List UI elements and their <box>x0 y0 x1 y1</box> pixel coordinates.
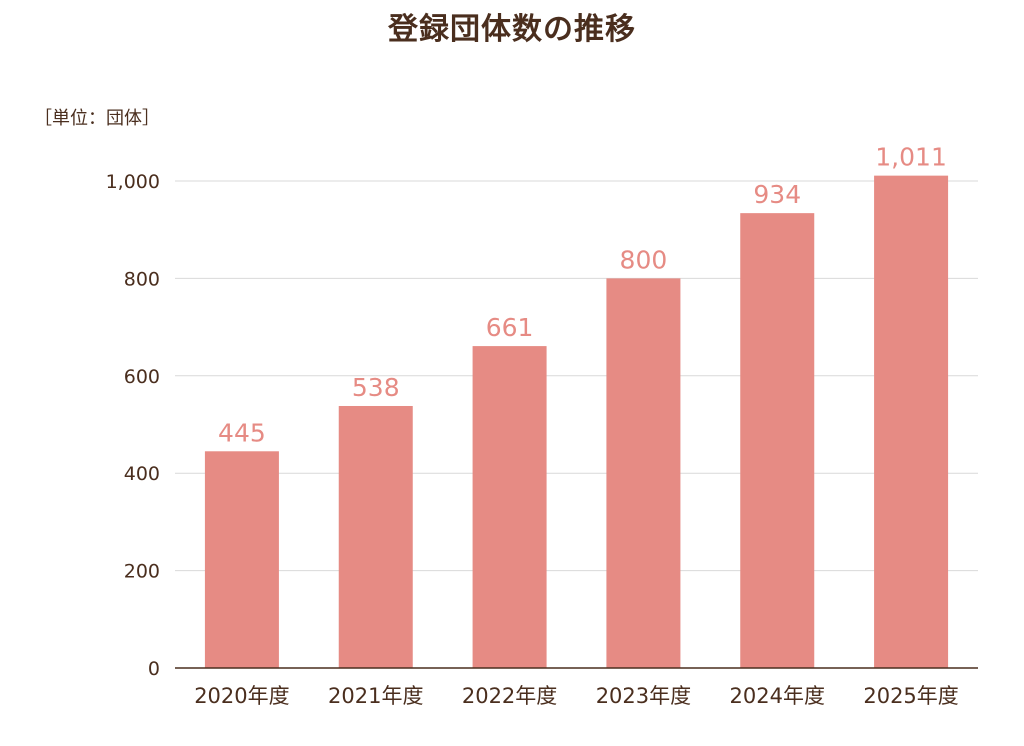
y-tick-label: 1,000 <box>106 171 160 193</box>
chart-title: 登録団体数の推移 <box>388 12 636 47</box>
unit-label: ［単位：団体］ <box>34 108 160 129</box>
bar <box>338 405 413 668</box>
bars <box>204 175 949 668</box>
bar-value-label: 1,011 <box>875 143 947 172</box>
bar <box>472 346 547 668</box>
x-tick-label: 2020年度 <box>194 684 289 708</box>
y-tick-label: 0 <box>148 658 160 680</box>
bar-value-label: 800 <box>620 245 668 274</box>
bar <box>740 213 815 668</box>
bar <box>874 175 949 668</box>
bar-value-label: 445 <box>218 418 266 447</box>
x-tick-label: 2023年度 <box>596 684 691 708</box>
labels: 0 200 400 600 800 1,000 445 2020年度 538 2021年度 661 2… <box>106 143 959 708</box>
x-tick-label: 2021年度 <box>328 684 423 708</box>
y-tick-label: 800 <box>124 268 160 290</box>
x-tick-label: 2025年度 <box>863 684 958 708</box>
bar <box>204 451 279 668</box>
x-tick-label: 2022年度 <box>462 684 557 708</box>
y-tick-label: 200 <box>124 561 160 583</box>
y-tick-label: 400 <box>124 463 160 485</box>
bar <box>606 278 681 668</box>
bar-value-label: 934 <box>753 180 801 209</box>
bar-value-label: 538 <box>352 373 400 402</box>
grid-lines <box>175 180 978 572</box>
bar-value-label: 661 <box>486 313 534 342</box>
x-tick-label: 2024年度 <box>730 684 825 708</box>
y-tick-label: 600 <box>124 366 160 388</box>
